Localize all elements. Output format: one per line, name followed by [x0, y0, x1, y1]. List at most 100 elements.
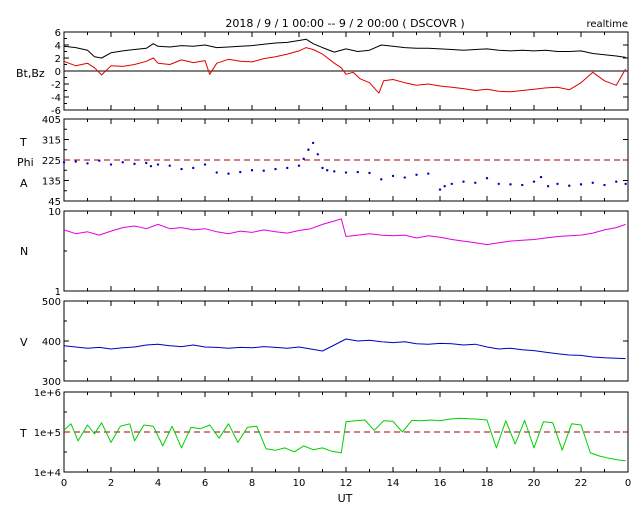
data-point [262, 169, 265, 172]
data-point [239, 170, 242, 174]
y-tick-label: -4 [51, 93, 61, 104]
panel-frame-n [63, 210, 629, 292]
data-point [156, 163, 160, 166]
data-point [227, 172, 230, 175]
x-tick-label: 12 [340, 478, 353, 489]
x-tick-label: 0 [61, 478, 67, 489]
data-point [274, 167, 277, 171]
data-point [462, 180, 465, 183]
data-point [121, 161, 124, 164]
data-point [203, 163, 207, 166]
label-phi-t: T [19, 136, 27, 149]
x-tick-label: 14 [387, 478, 400, 489]
y-tick-label: 400 [42, 337, 61, 348]
label-t: T [19, 427, 27, 440]
y-tick-label: 300 [42, 377, 61, 388]
data-point [624, 182, 627, 186]
data-point [321, 166, 324, 170]
data-point [546, 184, 550, 188]
data-point [286, 166, 289, 170]
data-point [311, 141, 315, 145]
data-series [62, 38, 628, 462]
series-line-v [63, 338, 626, 360]
series-line-t [63, 417, 626, 462]
data-point [450, 182, 453, 186]
data-point [615, 180, 618, 183]
x-tick-label: 8 [249, 478, 255, 489]
x-tick-label: 4 [155, 478, 161, 489]
data-point [521, 183, 524, 187]
tick-marks [63, 31, 629, 473]
data-point [168, 164, 171, 167]
label-phi: Phi [17, 156, 34, 169]
data-point [474, 181, 477, 184]
data-point [579, 183, 583, 186]
data-point [485, 177, 489, 180]
data-point [438, 188, 442, 191]
x-axis-label: UT [338, 492, 353, 505]
data-point [356, 170, 359, 174]
data-point [98, 159, 101, 162]
y-tick-label: 2 [55, 54, 61, 65]
y-tick-label: 45 [48, 197, 61, 208]
data-point [307, 148, 310, 151]
data-point [192, 166, 195, 170]
label-n: N [20, 245, 28, 258]
data-point [86, 162, 89, 165]
data-point [427, 172, 430, 175]
data-point [391, 174, 395, 178]
y-tick-label: 1e+4 [34, 468, 61, 479]
y-tick-label: -2 [51, 80, 61, 91]
data-point [316, 153, 319, 156]
x-tick-label: 18 [481, 478, 494, 489]
data-point [568, 184, 571, 187]
y-tick-label: 500 [42, 297, 61, 308]
x-tick-label: 2 [108, 478, 114, 489]
series-line-bz [63, 47, 627, 94]
data-point [333, 170, 336, 173]
data-point [74, 160, 77, 163]
series-line-n [63, 218, 626, 246]
data-point [109, 163, 113, 166]
plot-title: 2018 / 9 / 1 00:00 -- 9 / 2 00:00 ( DSCO… [225, 17, 464, 30]
data-point [603, 183, 606, 187]
y-tick-label: 225 [42, 156, 61, 167]
data-point [532, 180, 536, 183]
y-tick-label: -6 [51, 106, 61, 117]
y-tick-label: 0 [55, 67, 61, 78]
x-tick-label: 22 [575, 478, 588, 489]
y-tick-label: 405 [42, 115, 61, 126]
y-tick-label: 10 [48, 207, 61, 218]
data-point [326, 169, 329, 172]
x-tick-label: 0 [625, 478, 631, 489]
data-point [443, 184, 446, 188]
data-point [344, 171, 348, 174]
data-point [497, 182, 500, 186]
y-tick-label: 135 [42, 177, 61, 188]
data-point [368, 171, 371, 175]
data-point [556, 182, 559, 186]
data-point [509, 183, 512, 186]
label-phi-a: A [20, 177, 28, 190]
x-tick-label: 20 [528, 478, 541, 489]
panel-frame-v [63, 300, 629, 382]
data-point [250, 169, 254, 172]
data-point [415, 173, 418, 177]
data-point [149, 164, 153, 168]
x-tick-label: 10 [293, 478, 306, 489]
x-tick-label: 6 [202, 478, 208, 489]
data-point [403, 176, 406, 179]
data-point [591, 181, 594, 184]
label-v: V [20, 336, 28, 349]
x-tick-label: 16 [434, 478, 447, 489]
y-tick-label: 1e+6 [34, 388, 61, 399]
data-point [539, 175, 543, 179]
data-point [302, 157, 305, 161]
x-tick-labels: 0 2 4 6 8 10 12 14 16 18 20 22 0 [61, 478, 631, 489]
y-tick-label: 1e+5 [34, 428, 61, 439]
y-tick-label: 6 [55, 28, 61, 39]
realtime-label: realtime [586, 19, 628, 30]
data-point [133, 162, 136, 166]
